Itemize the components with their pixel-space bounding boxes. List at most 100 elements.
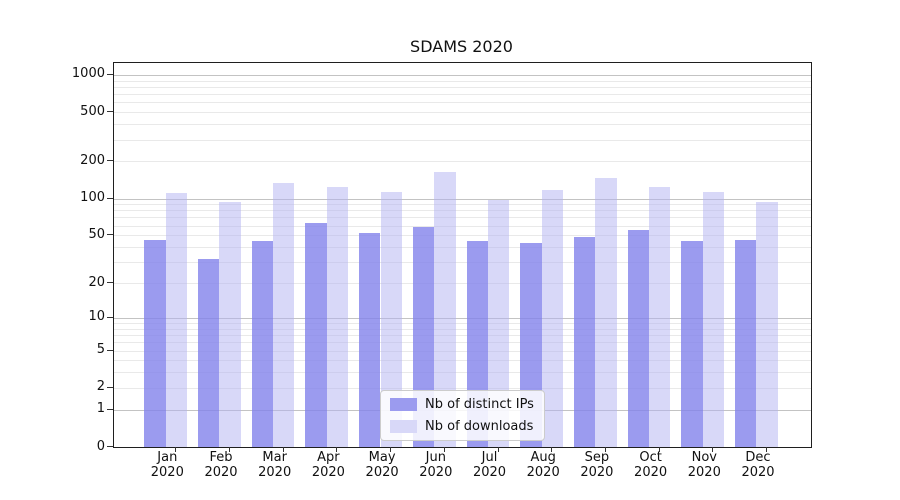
y-gridline-minor xyxy=(114,217,811,219)
y-gridline-major xyxy=(114,317,811,319)
y-tick-label: 2 xyxy=(96,379,105,395)
y-gridline-minor xyxy=(114,387,811,389)
x-tick xyxy=(604,447,606,452)
bar-distinct-ips xyxy=(681,240,703,447)
y-gridline-minor xyxy=(114,102,811,104)
x-tick xyxy=(282,447,284,452)
x-tick-label-year: 2020 xyxy=(258,465,292,480)
y-tick xyxy=(107,386,113,388)
x-tick xyxy=(390,447,392,452)
y-tick-label: 0 xyxy=(96,438,105,454)
y-tick xyxy=(107,160,113,162)
y-gridline-minor xyxy=(114,372,811,374)
x-tick-label-month: Jul xyxy=(481,450,498,465)
legend-label-downloads: Nb of downloads xyxy=(425,419,534,434)
bar-distinct-ips xyxy=(144,239,166,447)
y-gridline-minor xyxy=(114,235,811,237)
legend-swatch-downloads-icon xyxy=(390,420,417,433)
x-tick-label: Oct 2020 xyxy=(619,450,683,480)
x-tick xyxy=(712,447,714,452)
x-tick-label-month: Feb xyxy=(209,450,233,465)
legend-row-distinct-ips: Nb of distinct IPs xyxy=(390,397,535,412)
y-tick-label: 20 xyxy=(88,274,105,290)
y-tick-label: 1000 xyxy=(71,66,105,82)
bar-distinct-ips xyxy=(198,258,220,447)
x-tick-label: Mar 2020 xyxy=(243,450,307,480)
y-gridline-minor xyxy=(114,139,811,141)
y-tick-label: 500 xyxy=(80,103,105,119)
y-gridline-minor xyxy=(114,161,811,163)
y-tick-label: 5 xyxy=(96,342,105,357)
x-tick-label-year: 2020 xyxy=(150,465,184,480)
x-tick xyxy=(766,447,767,452)
legend-row-downloads: Nb of downloads xyxy=(390,419,535,434)
x-tick-label-year: 2020 xyxy=(580,465,614,480)
x-tick-label: Jul 2020 xyxy=(458,450,522,480)
x-tick-label-month: Mar xyxy=(262,450,287,465)
bar-downloads xyxy=(326,186,349,447)
x-tick-label-year: 2020 xyxy=(311,465,345,480)
y-gridline-minor xyxy=(114,262,811,264)
bar-downloads xyxy=(380,192,402,447)
bar-downloads xyxy=(434,172,456,447)
x-tick-label: Jun 2020 xyxy=(404,450,468,480)
y-gridline-minor xyxy=(114,342,811,344)
y-gridline-minor xyxy=(114,94,811,96)
x-tick-label-month: Apr xyxy=(317,450,340,465)
x-tick-label-year: 2020 xyxy=(634,465,668,480)
bar-distinct-ips xyxy=(573,237,596,447)
bar-downloads xyxy=(273,183,295,447)
y-gridline-minor xyxy=(114,283,811,284)
y-tick-label: 200 xyxy=(80,152,105,168)
x-tick-label-month: Sep xyxy=(584,450,610,465)
y-tick xyxy=(107,408,113,410)
x-tick-label: Feb 2020 xyxy=(189,450,253,480)
y-gridline-minor xyxy=(114,335,811,336)
legend-swatch-distinct-ips-icon xyxy=(390,398,417,411)
x-tick xyxy=(497,447,499,452)
bar-downloads xyxy=(595,178,617,447)
y-tick-label: 50 xyxy=(88,226,105,242)
y-gridline-minor xyxy=(114,323,811,324)
x-tick-label-month: May xyxy=(368,450,396,465)
y-tick xyxy=(107,234,113,236)
chart-title: SDAMS 2020 xyxy=(410,37,513,56)
x-tick xyxy=(336,447,338,452)
y-gridline-minor xyxy=(114,204,811,206)
y-tick-label: 100 xyxy=(80,190,105,205)
x-tick-label: Aug 2020 xyxy=(511,450,575,480)
y-tick xyxy=(107,111,113,113)
y-gridline-major xyxy=(114,74,811,76)
x-tick-label: Nov 2020 xyxy=(672,450,736,480)
bar-distinct-ips xyxy=(359,233,381,447)
y-gridline-minor xyxy=(114,360,811,362)
x-tick-label: Apr 2020 xyxy=(296,450,360,480)
y-tick xyxy=(107,349,113,351)
x-tick xyxy=(658,447,660,452)
x-tick xyxy=(443,447,445,452)
y-gridline-minor xyxy=(114,210,811,212)
x-tick-label-month: Jan xyxy=(157,450,178,465)
y-tick xyxy=(107,316,113,318)
x-tick-label-month: Aug xyxy=(530,450,556,465)
x-tick-label-year: 2020 xyxy=(687,465,721,480)
x-tick-label-month: Nov xyxy=(691,450,717,465)
x-tick-label-year: 2020 xyxy=(365,465,399,480)
bar-downloads xyxy=(165,193,188,447)
bar-downloads xyxy=(702,192,725,447)
x-tick-label-year: 2020 xyxy=(526,465,560,480)
x-tick xyxy=(229,447,230,452)
y-tick xyxy=(107,446,113,447)
y-gridline-minor xyxy=(114,112,811,114)
x-tick-label: Sep 2020 xyxy=(565,450,629,480)
bar-downloads xyxy=(756,201,778,447)
bar-distinct-ips xyxy=(305,223,327,447)
y-tick xyxy=(107,282,113,283)
x-tick-label-year: 2020 xyxy=(741,465,775,480)
legend-label-distinct-ips: Nb of distinct IPs xyxy=(425,397,534,412)
bar-downloads xyxy=(219,201,241,447)
y-gridline-minor xyxy=(114,225,811,227)
y-tick-label: 1 xyxy=(96,401,105,417)
bar-downloads xyxy=(487,200,510,447)
